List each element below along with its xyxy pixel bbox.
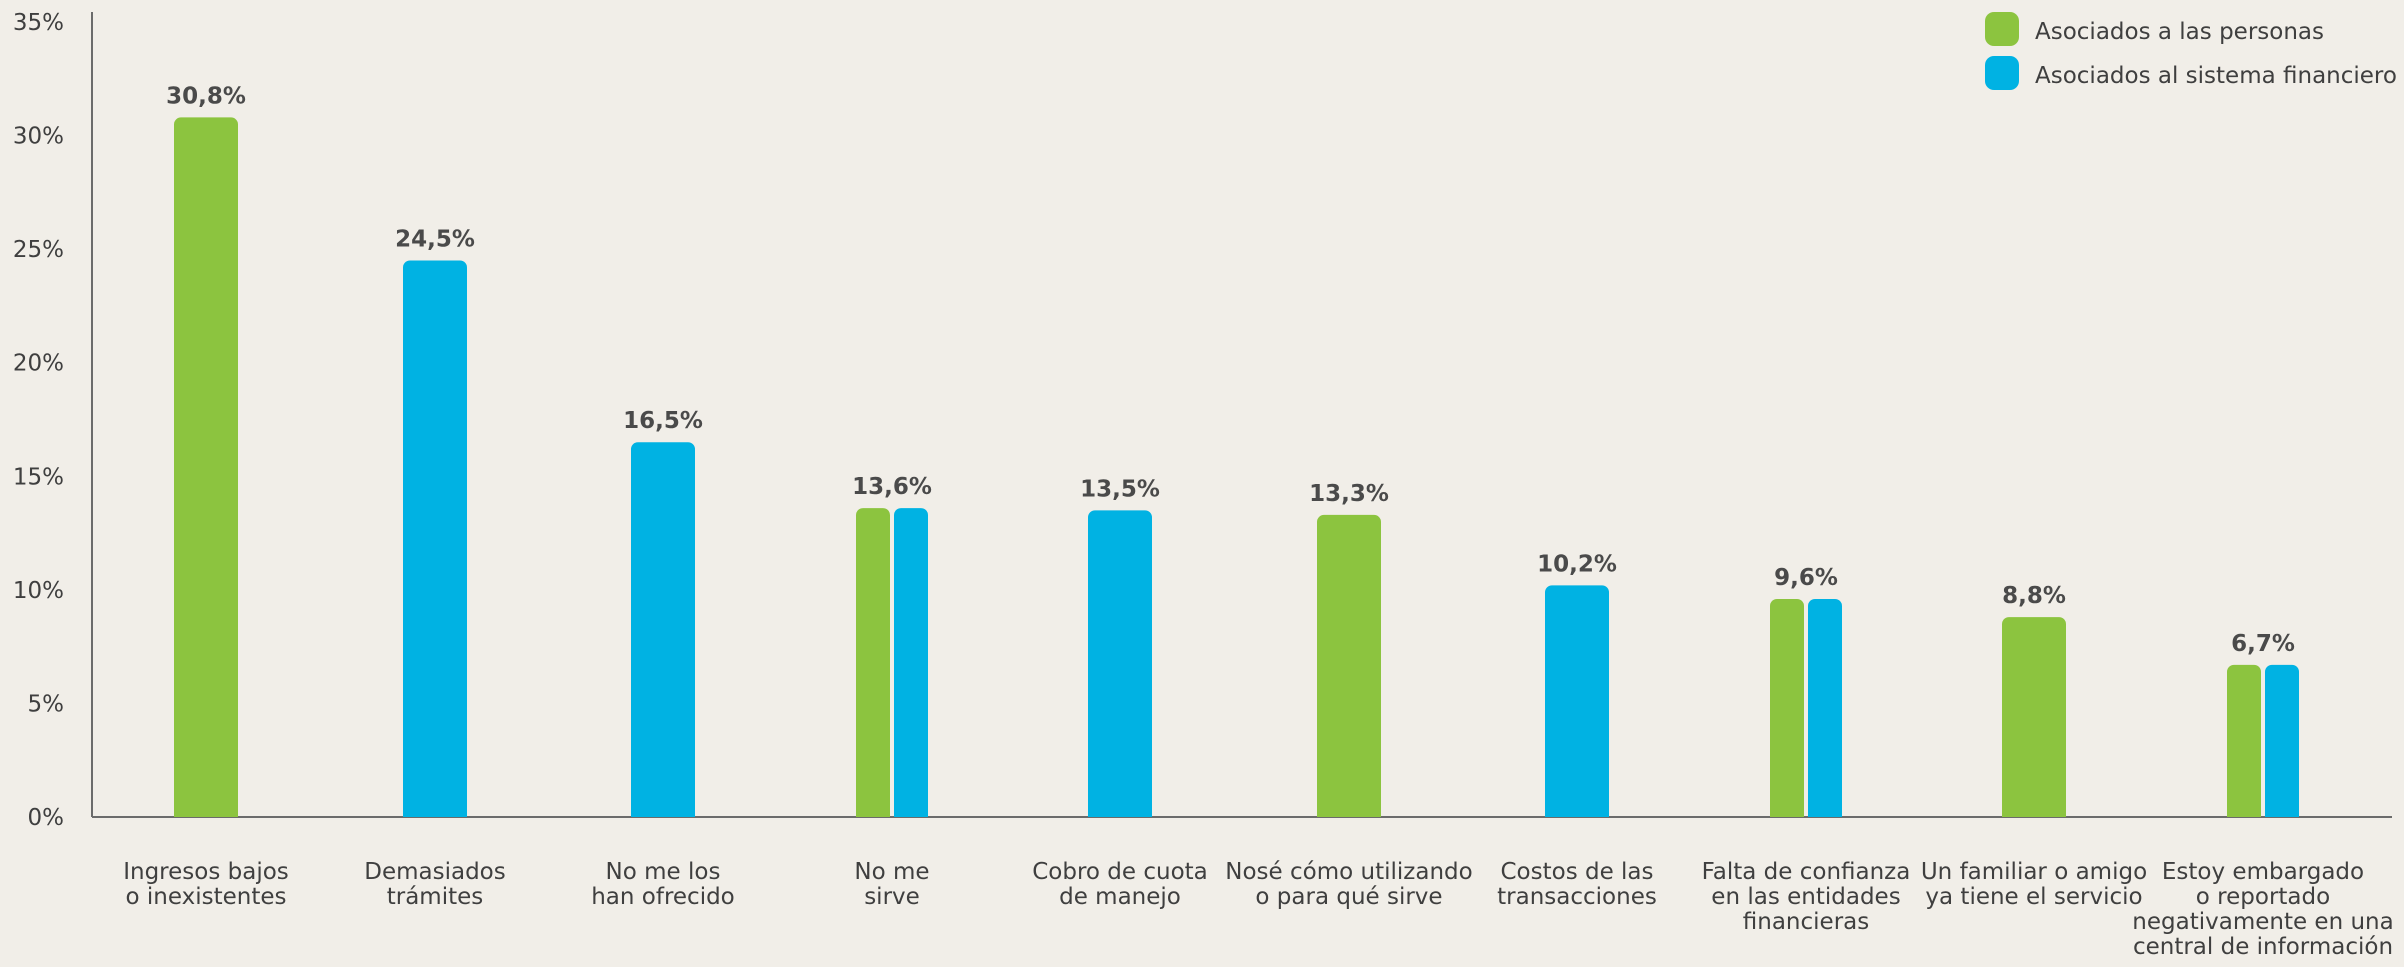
- data-label: 6,7%: [2231, 631, 2295, 657]
- bar: [403, 260, 467, 817]
- legend-label: Asociados al sistema financiero: [2035, 63, 2397, 89]
- legend-swatch: [1985, 12, 2019, 46]
- bar-base: [1088, 810, 1152, 817]
- x-tick-label: Cobro de cuota de manejo: [1032, 859, 1208, 910]
- bar-personas: [856, 508, 890, 817]
- bar-base: [631, 810, 695, 817]
- data-label: 13,5%: [1080, 476, 1160, 502]
- data-label: 9,6%: [1774, 565, 1838, 591]
- data-label: 8,8%: [2002, 583, 2066, 609]
- data-label: 13,3%: [1309, 481, 1389, 507]
- bar-base: [174, 810, 238, 817]
- x-tick-label: Ingresos bajos o inexistentes: [123, 859, 289, 910]
- bar-base: [2227, 810, 2261, 817]
- bar-base: [894, 810, 928, 817]
- bar-personas: [1770, 598, 1804, 817]
- y-tick-label: 15%: [13, 464, 64, 490]
- x-tick-label: Falta de confianza en las entidades financ…: [1702, 859, 1911, 935]
- y-tick-label: 30%: [13, 124, 64, 150]
- y-tick-label: 25%: [13, 237, 64, 263]
- x-tick-label: Demasiados trámites: [364, 859, 505, 910]
- legend-swatch: [1985, 56, 2019, 90]
- data-label: 10,2%: [1537, 551, 1617, 577]
- bar-financiero: [894, 508, 928, 817]
- y-tick-label: 5%: [28, 691, 65, 717]
- legend-label: Asociados a las personas: [2035, 19, 2324, 45]
- bar-financiero: [2265, 664, 2299, 817]
- y-tick-label: 35%: [13, 10, 64, 36]
- x-tick-label: Estoy embargado o reportado negativamente …: [2132, 859, 2393, 960]
- bar-base: [1545, 810, 1609, 817]
- bar-base: [1808, 810, 1842, 817]
- bar: [1088, 510, 1152, 817]
- data-label: 16,5%: [623, 408, 703, 434]
- bar-financiero: [1808, 598, 1842, 817]
- x-tick-label: No me los han ofrecido: [591, 859, 735, 910]
- x-tick-label: Costos de las transacciones: [1497, 859, 1657, 910]
- data-label: 24,5%: [395, 227, 475, 253]
- bar-base: [1770, 810, 1804, 817]
- bar: [2002, 617, 2066, 817]
- bar: [1545, 585, 1609, 817]
- bar-base: [403, 810, 467, 817]
- bar-base: [1317, 810, 1381, 817]
- bar-base: [2002, 810, 2066, 817]
- data-label: 30,8%: [166, 83, 246, 109]
- y-tick-label: 0%: [28, 805, 65, 831]
- bar: [174, 117, 238, 817]
- bar-personas: [2227, 664, 2261, 817]
- data-label: 13,6%: [852, 474, 932, 500]
- bar-base: [2265, 810, 2299, 817]
- x-tick-label: No me sirve: [854, 859, 929, 910]
- bar: [1317, 514, 1381, 817]
- y-tick-label: 10%: [13, 578, 64, 604]
- bar-base: [856, 810, 890, 817]
- x-tick-label: Un familiar o amigo ya tiene el servicio: [1921, 859, 2147, 910]
- bar: [631, 442, 695, 817]
- x-tick-label: Nosé cómo utilizando o para qué sirve: [1225, 859, 1472, 910]
- y-tick-label: 20%: [13, 351, 64, 377]
